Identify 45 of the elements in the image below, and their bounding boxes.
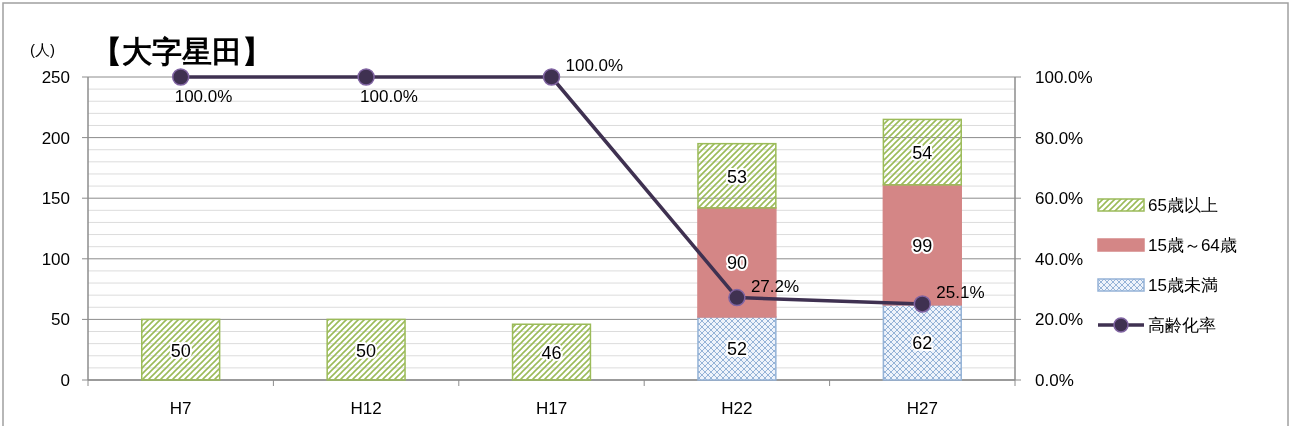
legend-label: 高齢化率 [1148,316,1216,335]
point [542,68,561,86]
data-label: 27.2% [750,276,800,296]
bar [326,318,406,381]
y2-tick-label: 60.0% [1035,189,1084,209]
chart-title: 【大字星田】 [92,35,272,68]
y2-tick-label: 0.0% [1035,371,1074,390]
legend-label: 65歳以上 [1148,196,1218,215]
legend-label: 15歳～64歳 [1148,236,1237,255]
bar [141,318,221,381]
data-label: 62 [912,333,933,354]
data-label: 52 [726,339,747,360]
bar [882,304,962,381]
data-label: 25.1% [936,282,985,302]
data-label: 46 [541,343,562,364]
point [357,68,375,86]
bar [511,323,592,381]
y-tick-label: 100 [41,249,70,269]
point [728,288,746,307]
data-label: 100.0% [565,56,624,75]
x-tick-label: H17 [535,399,568,418]
x-tick-label: H27 [906,399,938,418]
x-tick-label: H22 [721,399,753,418]
bar [697,316,777,381]
y2-tick-label: 20.0% [1035,310,1084,330]
y2-tick-label: 100.0% [1035,68,1093,87]
point [171,68,190,86]
y-tick-label: 150 [41,189,70,209]
x-tick-label: H12 [350,399,382,418]
y-axis-title: (人) [30,41,55,58]
point [913,295,932,313]
data-label: 100.0% [360,87,418,106]
y-tick-label: 250 [41,68,70,87]
y2-tick-label: 80.0% [1035,128,1084,148]
data-label: 90 [726,253,747,274]
legend-label: 15歳未満 [1148,276,1218,295]
bar [882,118,962,186]
y-tick-label: 50 [51,310,70,330]
data-label: 99 [912,235,933,256]
data-label: 100.0% [174,87,233,106]
bar [697,142,777,209]
y-tick-label: 0 [60,371,70,390]
x-tick-label: H7 [169,399,192,418]
y2-tick-label: 40.0% [1035,249,1084,269]
y-tick-label: 200 [41,128,70,148]
